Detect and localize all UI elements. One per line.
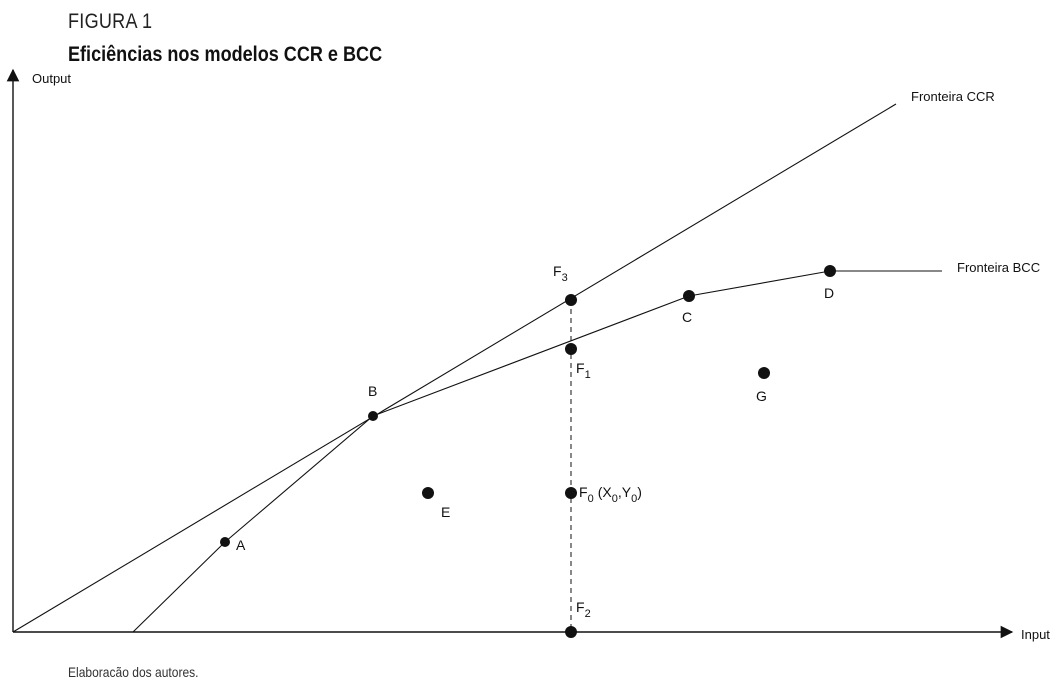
ccr-frontier-line — [12, 103, 897, 633]
point-e-label: E — [441, 504, 450, 520]
f2-base: F — [576, 599, 585, 615]
f0-x-sub: 0 — [612, 493, 618, 505]
bcc-frontier-label: Fronteira BCC — [957, 260, 1040, 275]
point-a-label: A — [236, 537, 246, 553]
f1-sub: 1 — [585, 369, 591, 381]
y-axis-label: Output — [32, 71, 71, 86]
f0-sub: 0 — [588, 493, 594, 505]
point-f3 — [565, 294, 577, 306]
figure-title: Eficiências nos modelos CCR e BCC — [68, 43, 383, 66]
f3-base: F — [553, 263, 562, 279]
bcc-frontier-line — [132, 270, 942, 633]
figure-label: FIGURA 1 — [68, 10, 153, 33]
point-f1-label: F1 — [576, 360, 591, 381]
point-g — [758, 367, 770, 379]
source-note: Elaboracão dos autores. — [68, 664, 199, 680]
x-axis-label: Input — [1021, 627, 1050, 642]
point-b — [368, 411, 378, 421]
f1-base: F — [576, 360, 585, 376]
point-f0 — [565, 487, 577, 499]
point-f0-label: F0 (X0,Y0) — [579, 484, 642, 505]
point-f2-label: F2 — [576, 599, 591, 620]
point-c-label: C — [682, 309, 692, 325]
f0-y-sub: 0 — [631, 493, 637, 505]
point-b-label: B — [368, 383, 377, 399]
f3-sub: 3 — [562, 272, 568, 284]
point-a — [220, 537, 230, 547]
f0-x-base: X — [602, 484, 612, 500]
point-g-label: G — [756, 388, 767, 404]
ccr-frontier-label: Fronteira CCR — [911, 89, 995, 104]
f0-y-base: Y — [622, 484, 632, 500]
point-f3-label: F3 — [553, 263, 568, 284]
point-f1 — [565, 343, 577, 355]
point-d — [824, 265, 836, 277]
f0-base: F — [579, 484, 588, 500]
point-f2 — [565, 626, 577, 638]
point-e — [422, 487, 434, 499]
point-c — [683, 290, 695, 302]
f2-sub: 2 — [585, 608, 591, 620]
point-d-label: D — [824, 285, 834, 301]
